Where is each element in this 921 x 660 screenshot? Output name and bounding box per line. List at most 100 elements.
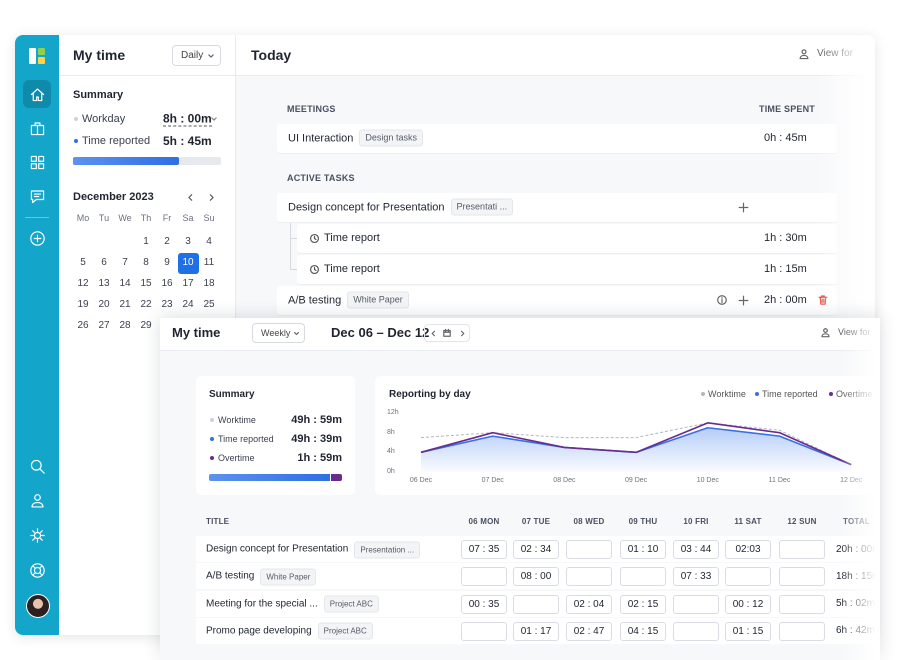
time-cell[interactable]: 02:03 bbox=[725, 540, 771, 559]
time-cell[interactable]: 07 : 33 bbox=[673, 567, 719, 587]
right-icon bbox=[460, 330, 464, 336]
time-cell[interactable]: 02 : 04 bbox=[566, 594, 612, 614]
row-title: Design concept for Presentation Presentat… bbox=[206, 541, 421, 558]
time-cell[interactable]: 01 : 10 bbox=[620, 540, 666, 559]
label: Time reported bbox=[82, 135, 151, 147]
view-select[interactable]: Weekly bbox=[252, 323, 305, 343]
legend-dot bbox=[701, 392, 705, 396]
cells: 02 : 34 bbox=[520, 544, 552, 555]
cells: 08 : 00 bbox=[520, 571, 552, 583]
person-glyph bbox=[820, 327, 830, 337]
time-cell[interactable] bbox=[461, 621, 507, 641]
time-cell[interactable]: 00 : 35 bbox=[461, 594, 507, 614]
time-cell[interactable]: 01 : 17 bbox=[513, 621, 559, 641]
left-icon[interactable] bbox=[185, 192, 196, 203]
time-cell[interactable] bbox=[566, 540, 612, 559]
right-glyph bbox=[209, 193, 214, 201]
header-border bbox=[59, 75, 875, 76]
headers: TITLE bbox=[206, 517, 230, 526]
time-cell[interactable] bbox=[620, 567, 666, 587]
label: Worktime bbox=[218, 415, 256, 425]
label: 8h bbox=[387, 428, 395, 436]
title: Today bbox=[251, 47, 292, 63]
tree-branch bbox=[290, 269, 297, 270]
meetings-header: MEETINGS bbox=[287, 104, 336, 114]
task-title: Design concept for Presentation Presentat… bbox=[288, 198, 514, 216]
bag-icon[interactable] bbox=[29, 120, 46, 137]
label: Workday bbox=[82, 113, 126, 125]
avatar[interactable] bbox=[26, 594, 50, 618]
time-cell[interactable] bbox=[779, 594, 825, 614]
plus-icon[interactable] bbox=[738, 202, 749, 213]
time-cell[interactable] bbox=[673, 594, 719, 614]
time-cell[interactable] bbox=[673, 621, 719, 641]
headers: 07 TUE bbox=[521, 517, 551, 526]
cells: 07 : 35 bbox=[468, 544, 500, 555]
time-cell[interactable] bbox=[725, 567, 771, 587]
month: December 2023 bbox=[73, 191, 154, 203]
title: Meeting for the special ... bbox=[206, 598, 318, 610]
time-cell[interactable]: 08 : 00 bbox=[513, 567, 559, 587]
value: 5h : 45m bbox=[163, 134, 212, 148]
time-cell[interactable] bbox=[779, 540, 825, 559]
label: 12h bbox=[387, 409, 399, 416]
cells: 01 : 15 bbox=[732, 625, 764, 637]
time-cell[interactable]: 01 : 15 bbox=[725, 621, 771, 641]
addc-icon[interactable] bbox=[29, 230, 46, 247]
right-icon[interactable] bbox=[206, 192, 217, 203]
time-cell[interactable]: 04 : 15 bbox=[620, 621, 666, 641]
time-cell[interactable] bbox=[779, 621, 825, 641]
title: My time bbox=[73, 47, 126, 63]
left-glyph bbox=[187, 193, 192, 201]
subtask-row[interactable] bbox=[297, 255, 837, 284]
task-title: UI Interaction Design tasks bbox=[288, 129, 423, 147]
gear-icon[interactable] bbox=[29, 527, 46, 544]
home-glyph bbox=[30, 87, 44, 101]
gear-glyph bbox=[29, 527, 45, 543]
days: 2 bbox=[164, 236, 170, 247]
cells: 02:03 bbox=[735, 544, 761, 555]
line-chart bbox=[420, 422, 852, 472]
home-icon[interactable] bbox=[29, 86, 46, 103]
time-cell[interactable]: 03 : 44 bbox=[673, 540, 719, 559]
headers: 08 WED bbox=[573, 517, 605, 526]
time-cell[interactable] bbox=[566, 567, 612, 587]
person-glyph bbox=[30, 493, 44, 508]
time-cell[interactable]: 00 : 12 bbox=[725, 594, 771, 614]
time-cell[interactable] bbox=[779, 567, 825, 587]
days: 19 bbox=[77, 299, 89, 310]
time-cell[interactable]: 02 : 34 bbox=[513, 540, 559, 559]
tag: Presentation ... bbox=[354, 541, 421, 558]
grid-icon[interactable] bbox=[29, 154, 46, 171]
name: Design concept for Presentation bbox=[288, 201, 445, 213]
chat-icon[interactable] bbox=[29, 188, 46, 205]
help-icon[interactable] bbox=[29, 562, 46, 579]
view-select[interactable]: Daily bbox=[172, 45, 221, 66]
tree-branch bbox=[290, 238, 297, 239]
clock-icon bbox=[309, 233, 319, 243]
left-glyph bbox=[431, 330, 435, 336]
time-cell[interactable] bbox=[461, 567, 507, 587]
days: 21 bbox=[119, 299, 131, 310]
search-icon[interactable] bbox=[29, 458, 46, 475]
date-nav[interactable] bbox=[424, 324, 470, 342]
categories: 06 Dec bbox=[409, 477, 433, 484]
subtask-row[interactable] bbox=[297, 224, 837, 253]
plus-icon[interactable] bbox=[738, 295, 749, 306]
logo-part bbox=[29, 48, 36, 64]
info-icon[interactable] bbox=[716, 294, 728, 306]
sidebar bbox=[15, 35, 59, 635]
time-cell[interactable] bbox=[513, 594, 559, 614]
days: 13 bbox=[98, 278, 110, 289]
cells: 02 : 15 bbox=[627, 598, 659, 610]
person-icon[interactable] bbox=[29, 492, 46, 509]
time: 1h : 30m bbox=[764, 232, 807, 244]
time-cell[interactable]: 02 : 15 bbox=[620, 594, 666, 614]
time-cell[interactable]: 02 : 47 bbox=[566, 621, 612, 641]
time-cell[interactable]: 07 : 35 bbox=[461, 540, 507, 559]
value: 1h : 59m bbox=[297, 452, 342, 464]
weekdays: We bbox=[118, 213, 132, 223]
cells: 00 : 12 bbox=[732, 598, 764, 610]
tag: Design tasks bbox=[359, 129, 423, 147]
tag: White Paper bbox=[260, 568, 317, 586]
